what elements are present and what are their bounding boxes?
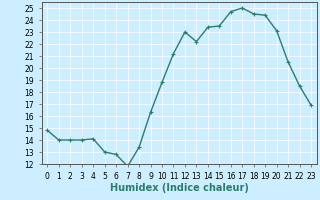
X-axis label: Humidex (Indice chaleur): Humidex (Indice chaleur) — [110, 183, 249, 193]
